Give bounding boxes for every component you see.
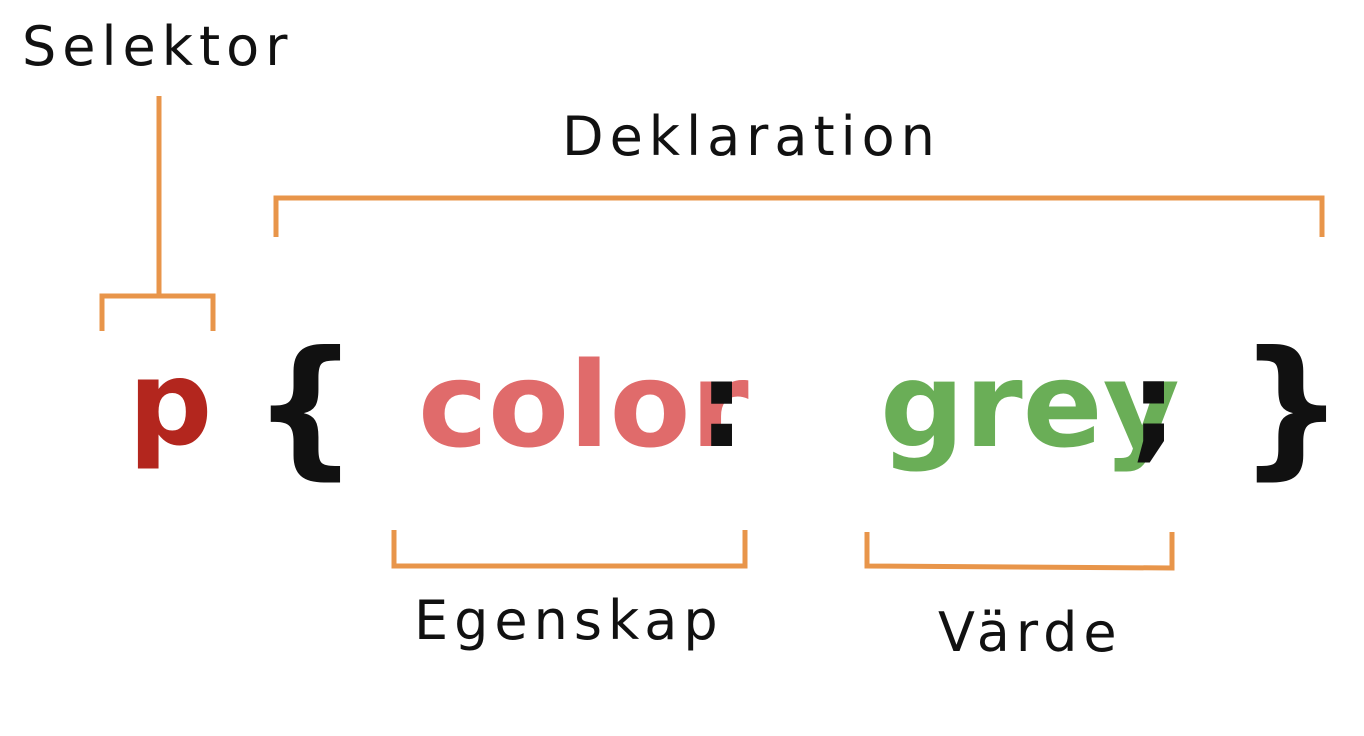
selector-label: Selektor — [22, 15, 294, 78]
property-bracket — [391, 530, 748, 569]
css-property-token: color — [418, 336, 749, 474]
open-brace-token: { — [252, 320, 359, 494]
semicolon-token: ; — [1130, 336, 1178, 474]
value-bracket — [864, 532, 1175, 571]
css-selector-token: p — [128, 334, 213, 472]
css-value-token: grey — [880, 336, 1180, 474]
colon-token: : — [698, 336, 746, 474]
declaration-label: Deklaration — [562, 105, 941, 168]
declaration-bracket — [273, 195, 1325, 237]
value-label: Värde — [938, 601, 1123, 664]
property-label: Egenskap — [414, 589, 724, 652]
close-brace-token: } — [1238, 320, 1345, 494]
selector-bracket — [99, 96, 216, 331]
